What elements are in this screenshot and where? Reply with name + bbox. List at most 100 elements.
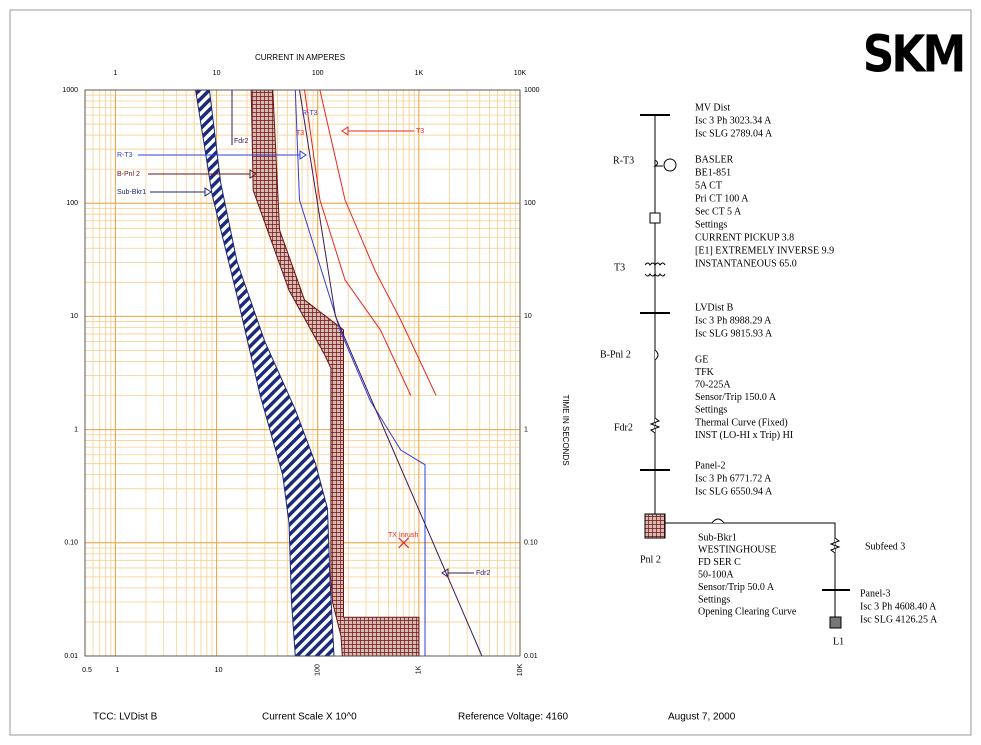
breaker-symbol bbox=[711, 518, 725, 524]
x-tick-label: 10K bbox=[517, 663, 524, 676]
x-tick-label: 1K bbox=[416, 665, 423, 674]
curve-label: TX Inrush bbox=[388, 532, 418, 539]
x-tick-label-top: 1 bbox=[113, 70, 117, 77]
curve-band bbox=[195, 89, 335, 657]
diagram-text: LVDist B bbox=[695, 302, 734, 313]
arrow-head bbox=[249, 169, 257, 179]
y-tick-label: 0.01 bbox=[64, 653, 78, 660]
diagram-text: Pri CT 100 A bbox=[695, 193, 749, 204]
y-tick-label-right: 0.01 bbox=[524, 653, 538, 660]
x-tick-label: 10 bbox=[215, 667, 223, 674]
diagram-text: 5A CT bbox=[695, 180, 722, 191]
x-axis-title: CURRENT IN AMPERES bbox=[255, 53, 345, 62]
y-tick-label-right: 10 bbox=[524, 313, 532, 320]
curve-label: T3 bbox=[296, 130, 304, 137]
curve-label: Fdr2 bbox=[234, 138, 249, 145]
arrow-head bbox=[341, 126, 349, 136]
diagram-text: Settings bbox=[698, 594, 730, 605]
cable-symbol bbox=[649, 417, 661, 434]
breaker-symbol bbox=[654, 349, 659, 361]
y-tick-label: 100 bbox=[66, 200, 78, 207]
breaker bbox=[649, 212, 661, 224]
curve-label: R-T3 bbox=[117, 152, 133, 159]
curve-label: R-T3 bbox=[302, 110, 318, 117]
x-tick-label-top: 10K bbox=[514, 70, 527, 77]
diagram-label: Pnl 2 bbox=[640, 554, 661, 565]
diagram-text: BE1-851 bbox=[695, 167, 731, 178]
footer-text: August 7, 2000 bbox=[668, 712, 736, 723]
diagram-text: BASLER bbox=[695, 154, 734, 165]
diagram-text: Thermal Curve (Fixed) bbox=[695, 417, 788, 428]
load bbox=[829, 616, 842, 629]
logo: SKM bbox=[863, 25, 964, 84]
footer-text: Current Scale X 10^0 bbox=[262, 712, 357, 723]
footer-text: TCC: LVDist B bbox=[93, 712, 158, 723]
diagram-label: B-Pnl 2 bbox=[600, 349, 631, 360]
diagram-label: T3 bbox=[614, 262, 625, 273]
diagram-text: Settings bbox=[695, 405, 727, 416]
curve-label: T3 bbox=[416, 128, 424, 135]
plot-border bbox=[84, 89, 521, 657]
diagram-text: INSTANTANEOUS 65.0 bbox=[695, 258, 797, 269]
y-tick-label: 0.10 bbox=[64, 540, 78, 547]
x-tick-label-top: 1K bbox=[415, 70, 424, 77]
marker bbox=[398, 537, 410, 549]
y-tick-label: 1 bbox=[74, 426, 78, 433]
y-tick-label-right: 0.10 bbox=[524, 540, 538, 547]
diagram-text: Settings bbox=[695, 219, 727, 230]
y-tick-label: 10 bbox=[70, 313, 78, 320]
curve-label: Fdr2 bbox=[476, 570, 491, 577]
diagram-text: Isc 3 Ph 6771.72 A bbox=[695, 473, 772, 484]
x-tick-label: 100 bbox=[315, 664, 322, 676]
diagram-text: Opening Clearing Curve bbox=[698, 607, 797, 618]
curve bbox=[294, 89, 426, 656]
curve bbox=[319, 89, 437, 396]
curve-label: Sub-Bkr1 bbox=[117, 189, 146, 196]
y-tick-label: 1000 bbox=[62, 87, 78, 94]
panel bbox=[644, 513, 666, 539]
diagram-text: INST (LO-HI x Trip) HI bbox=[695, 430, 793, 441]
y-axis-title: TIME IN SECONDS bbox=[561, 394, 570, 465]
curve bbox=[299, 89, 483, 657]
x-tick-label: 1 bbox=[115, 667, 119, 674]
diagram-text: Sensor/Trip 50.0 A bbox=[698, 582, 775, 593]
diagram-text: Sensor/Trip 150.0 A bbox=[695, 392, 777, 403]
arrow-head bbox=[204, 187, 212, 197]
diagram-label: L1 bbox=[833, 636, 844, 647]
diagram-text: Isc SLG 4126.25 A bbox=[860, 614, 938, 625]
arrow-head bbox=[299, 150, 307, 160]
diagram-text: TFK bbox=[695, 367, 715, 378]
diagram-text: Isc SLG 9815.93 A bbox=[695, 328, 773, 339]
diagram-label: Subfeed 3 bbox=[865, 541, 905, 552]
diagram-text: Panel-3 bbox=[860, 588, 891, 599]
diagram-text: FD SER C bbox=[698, 557, 741, 568]
footer-text: Reference Voltage: 4160 bbox=[458, 712, 569, 723]
diagram-label: Fdr2 bbox=[614, 422, 633, 433]
diagram-text: [E1] EXTREMELY INVERSE 9.9 bbox=[695, 245, 834, 256]
diagram-text: Sub-Bkr1 bbox=[698, 532, 737, 543]
diagram-text: Isc 3 Ph 3023.34 A bbox=[695, 115, 772, 126]
x-tick-label-top: 100 bbox=[312, 70, 324, 77]
diagram-text: GE bbox=[695, 354, 708, 365]
x-tick-label-top: 10 bbox=[213, 70, 221, 77]
diagram-text: MV Dist bbox=[695, 102, 730, 113]
diagram-text: Sec CT 5 A bbox=[695, 206, 742, 217]
diagram-text: 50-100A bbox=[698, 569, 734, 580]
y-tick-label-right: 100 bbox=[524, 200, 536, 207]
diagram-text: CURRENT PICKUP 3.8 bbox=[695, 232, 794, 243]
transformer bbox=[644, 262, 666, 277]
diagram-text: Isc SLG 2789.04 A bbox=[695, 128, 773, 139]
ct-symbol bbox=[653, 159, 663, 167]
y-tick-label-right: 1000 bbox=[524, 87, 540, 94]
diagram-text: 70-225A bbox=[695, 379, 731, 390]
diagram-label: R-T3 bbox=[613, 155, 634, 166]
x-tick-label: 0.5 bbox=[82, 667, 92, 674]
diagram-text: Isc 3 Ph 8988.29 A bbox=[695, 315, 772, 326]
diagram-text: Isc SLG 6550.94 A bbox=[695, 486, 773, 497]
curve bbox=[304, 89, 412, 396]
curve-label: B-Pnl 2 bbox=[117, 171, 140, 178]
y-tick-label-right: 1 bbox=[524, 426, 528, 433]
diagram-text: Panel-2 bbox=[695, 460, 726, 471]
one-line-diagram bbox=[640, 114, 850, 629]
